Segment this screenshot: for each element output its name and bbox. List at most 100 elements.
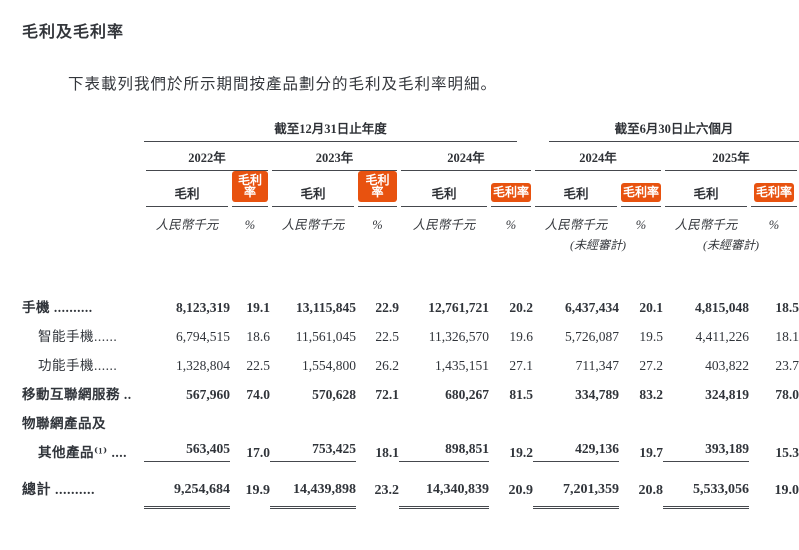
period-annual-label: 截至12月31日止年度 xyxy=(144,118,517,142)
gross-profit-value: 4,411,226 xyxy=(695,329,750,344)
gross-profit-header: 毛利 xyxy=(665,183,747,207)
row-label: 智能手機...... xyxy=(38,329,118,344)
gross-margin-value: 17.0 xyxy=(246,445,270,460)
gross-profit-value: 6,437,434 xyxy=(565,300,619,315)
gross-margin-value: 22.5 xyxy=(246,358,270,373)
period-annual-header: 截至12月31日止年度 xyxy=(144,118,533,142)
table-row-total: 總計 .......... 9,254,684 19.9 14,439,898 … xyxy=(22,461,799,509)
gross-margin-value: 27.2 xyxy=(639,358,663,373)
gross-profit-value: 8,123,319 xyxy=(176,300,230,315)
gross-profit-value: 403,822 xyxy=(705,358,749,373)
gross-profit-value: 1,435,151 xyxy=(435,358,489,373)
spacer-row xyxy=(22,253,799,287)
percent-unit-label: % xyxy=(768,218,780,232)
page-title: 毛利及毛利率 xyxy=(22,24,125,41)
percent-unit-label: % xyxy=(372,218,383,232)
gross-margin-highlight-badge: 毛利率 xyxy=(621,183,661,202)
gross-margin-value: 19.1 xyxy=(246,300,270,315)
gross-profit-value: 12,761,721 xyxy=(428,300,489,315)
currency-unit-label: 人民幣千元 xyxy=(281,218,345,232)
gross-profit-table: 截至12月31日止年度 截至6月30日止六個月 2022年 2023年 2024… xyxy=(22,118,799,509)
gross-profit-value: 567,960 xyxy=(186,387,230,402)
gross-margin-total: 23.2 xyxy=(374,483,400,498)
row-label: 物聯網產品及 xyxy=(22,416,106,431)
row-label: 手機 .......... xyxy=(22,300,93,315)
gross-margin-value: 23.7 xyxy=(775,358,799,373)
gross-profit-value: 393,189 xyxy=(663,432,749,462)
table-row-mobile-phones: 手機 .......... 8,123,319 19.1 13,115,845 … xyxy=(22,287,799,316)
gross-profit-value: 1,554,800 xyxy=(302,358,356,373)
gross-profit-value: 898,851 xyxy=(399,432,489,462)
gross-profit-total: 14,340,839 xyxy=(399,461,489,509)
gross-profit-total: 5,533,056 xyxy=(663,461,749,509)
gross-margin-value: 20.2 xyxy=(509,300,533,315)
gross-profit-value: 13,115,845 xyxy=(295,300,356,315)
gross-margin-value: 81.5 xyxy=(509,387,533,402)
table-row-other-products: 其他產品⁽¹⁾ .... 563,405 17.0 753,425 18.1 8… xyxy=(22,432,799,462)
table-row-iot-products-label: 物聯網產品及 xyxy=(22,403,799,432)
intro-paragraph: 下表載列我們於所示期間按產品劃分的毛利及毛利率明細。 xyxy=(68,76,498,93)
gross-profit-value: 324,819 xyxy=(705,387,749,402)
period-interim-header: 截至6月30日止六個月 xyxy=(533,118,799,142)
gross-profit-value: 570,628 xyxy=(312,387,356,402)
currency-unit-label: 人民幣千元 xyxy=(674,218,738,232)
percent-unit-label: % xyxy=(505,218,517,232)
row-label: 總計 .......... xyxy=(22,483,95,498)
gross-margin-value: 83.2 xyxy=(639,387,663,402)
year-header-row: 2022年 2023年 2024年 2024年 2025年 xyxy=(22,142,799,171)
table-row-feature-phones: 功能手機...... 1,328,804 22.5 1,554,800 26.2… xyxy=(22,345,799,374)
gross-margin-total: 19.9 xyxy=(245,483,271,498)
gross-profit-value: 334,789 xyxy=(575,387,619,402)
gross-margin-highlight-badge: 毛利率 xyxy=(753,183,794,202)
gross-profit-value: 429,136 xyxy=(533,432,619,462)
measure-header-row: 毛利 毛利率 毛利 毛利率 毛利 毛利率 毛利 毛利率 毛利 毛利率 xyxy=(22,171,799,207)
gross-margin-value: 18.6 xyxy=(246,329,270,344)
row-label: 移動互聯網服務 .. xyxy=(22,387,132,402)
spacer-cell xyxy=(22,233,144,253)
year-2025-interim-label: 2025年 xyxy=(665,147,797,171)
gross-profit-value: 11,561,045 xyxy=(295,329,356,344)
gross-margin-value: 15.3 xyxy=(775,445,799,460)
spacer-cell xyxy=(22,118,144,142)
gross-margin-total: 20.8 xyxy=(638,483,664,498)
gross-profit-value: 753,425 xyxy=(270,432,356,462)
gross-profit-value: 1,328,804 xyxy=(176,358,230,373)
gross-margin-highlight-badge: 毛利率 xyxy=(232,171,268,202)
gross-profit-value: 5,726,087 xyxy=(565,329,619,344)
gross-margin-value: 19.5 xyxy=(639,329,663,344)
gross-profit-value: 680,267 xyxy=(445,387,489,402)
gross-profit-value: 11,326,570 xyxy=(428,329,489,344)
gross-profit-header: 毛利 xyxy=(535,183,617,207)
gross-margin-value: 22.9 xyxy=(375,300,399,315)
currency-unit-label: 人民幣千元 xyxy=(544,218,608,232)
gross-margin-highlight-badge: 毛利率 xyxy=(491,183,531,202)
gross-margin-value: 20.1 xyxy=(639,300,663,315)
unaudited-note: (未經審計) xyxy=(703,238,759,252)
gross-profit-header: 毛利 xyxy=(146,183,228,207)
gross-margin-value: 26.2 xyxy=(375,358,399,373)
gross-margin-value: 74.0 xyxy=(246,387,270,402)
gross-margin-highlight-badge: 毛利率 xyxy=(358,171,397,202)
year-2022-label: 2022年 xyxy=(146,147,268,171)
gross-margin-value: 19.2 xyxy=(509,445,533,460)
gross-profit-value: 6,794,515 xyxy=(176,329,230,344)
year-2024-label: 2024年 xyxy=(401,147,531,171)
table-row-mobile-internet-services: 移動互聯網服務 .. 567,960 74.0 570,628 72.1 680… xyxy=(22,374,799,403)
gross-margin-value: 18.5 xyxy=(775,300,799,315)
gross-profit-value: 4,815,048 xyxy=(695,300,749,315)
gross-margin-total: 19.0 xyxy=(774,483,799,498)
gross-profit-total: 14,439,898 xyxy=(270,461,356,509)
currency-unit-label: 人民幣千元 xyxy=(155,218,219,232)
gross-margin-value: 22.5 xyxy=(375,329,399,344)
unaudited-note: (未經審計) xyxy=(570,238,626,252)
gross-profit-total: 7,201,359 xyxy=(533,461,619,509)
units-row: 人民幣千元 % 人民幣千元 % 人民幣千元 % 人民幣千元 % 人民幣千元 % xyxy=(22,207,799,233)
row-label: 功能手機...... xyxy=(38,358,118,373)
unaudited-row: (未經審計) (未經審計) xyxy=(22,233,799,253)
currency-unit-label: 人民幣千元 xyxy=(412,218,476,232)
gross-profit-value: 711,347 xyxy=(575,358,619,373)
gross-profit-total: 9,254,684 xyxy=(144,461,230,509)
gross-margin-value: 78.0 xyxy=(775,387,799,402)
spacer-cell xyxy=(22,171,144,207)
gross-margin-value: 27.1 xyxy=(509,358,533,373)
